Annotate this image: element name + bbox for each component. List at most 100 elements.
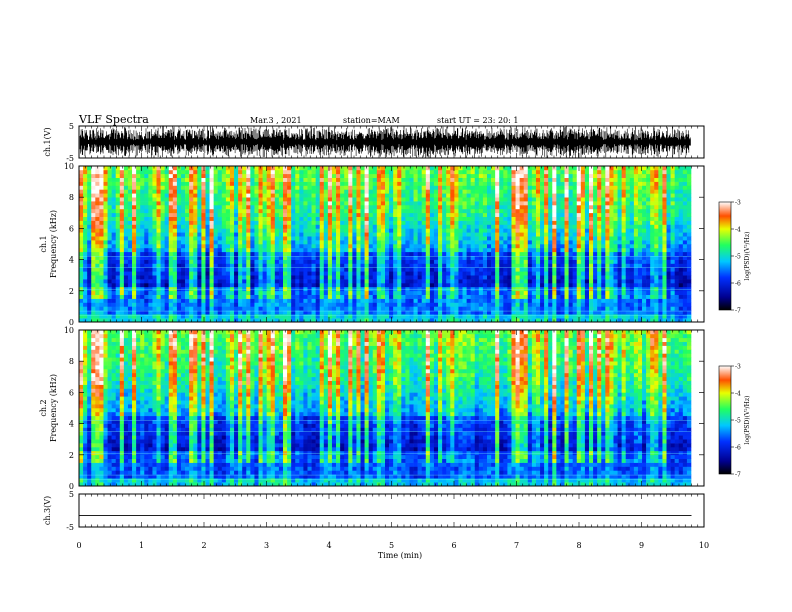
spectrogram-cell (270, 232, 276, 237)
spectrogram-cell (389, 271, 394, 276)
spectrogram-cell (168, 193, 174, 198)
spectrogram-cell (225, 193, 231, 198)
spectrogram-cell (368, 255, 374, 260)
spectrogram-cell (462, 236, 467, 241)
spectrogram-cell (466, 302, 471, 307)
spectrogram-cell (425, 197, 431, 202)
spectrogram-cell (519, 185, 525, 190)
spectrogram-cell (433, 255, 439, 260)
spectrogram-cell (356, 205, 361, 210)
spectrogram-cell (164, 306, 170, 311)
spectrogram-cell (482, 177, 488, 182)
spectrogram-cell (352, 201, 357, 206)
spectrogram-cell (446, 189, 451, 194)
spectrogram-cell (527, 251, 533, 256)
spectrogram-cell (303, 279, 308, 284)
spectrogram-cell (401, 181, 406, 186)
spectrogram-cell (438, 240, 443, 245)
spectrogram-cell (238, 212, 243, 217)
spectrogram-cell (331, 283, 337, 288)
spectrogram-cell (364, 177, 369, 182)
spectrogram-cell (189, 236, 194, 241)
spectrogram-cell (156, 251, 161, 256)
spectrogram-cell (397, 205, 402, 210)
spectrogram-cell (511, 224, 516, 229)
spectrogram-cell (315, 302, 321, 307)
spectrogram-cell (466, 185, 471, 190)
spectrogram-cell (238, 244, 243, 249)
spectrogram-cell (385, 259, 390, 264)
spectrogram-cell (152, 267, 157, 272)
spectrogram-cell (87, 310, 92, 315)
spectrogram-cell (201, 279, 206, 284)
spectrogram-cell (107, 275, 112, 280)
spectrogram-cell (446, 177, 451, 182)
spectrogram-cell (250, 205, 255, 210)
spectrogram-cell (368, 244, 374, 249)
spectrogram-cell (168, 201, 174, 206)
spectrogram-cell (111, 240, 117, 245)
spectrogram-cell (540, 302, 545, 307)
spectrogram-cell (311, 255, 316, 260)
spectrogram-cell (360, 267, 365, 272)
spectrogram-cell (242, 236, 247, 241)
spectrogram-cell (307, 259, 312, 264)
spectrogram-cell (87, 244, 92, 249)
spectrogram-cell (552, 224, 557, 229)
spectrogram-cell (185, 232, 190, 237)
spectrogram-cell (217, 259, 223, 264)
spectrogram-cell (401, 177, 406, 182)
spectrogram-cell (303, 177, 308, 182)
spectrogram-cell (160, 193, 165, 198)
spectrogram-cell (205, 244, 210, 249)
spectrogram-cell (527, 193, 533, 198)
spectrogram-cell (266, 244, 272, 249)
spectrogram-cell (401, 302, 406, 307)
spectrogram-cell (156, 310, 161, 315)
spectrogram-cell (217, 185, 223, 190)
spectrogram-cell (454, 263, 459, 268)
spectrogram-cell (556, 251, 561, 256)
spectrogram-cell (413, 240, 418, 245)
spectrogram-cell (250, 283, 255, 288)
spectrogram-cell (209, 283, 214, 288)
spectrogram-cell (344, 173, 349, 178)
spectrogram-cell (352, 228, 357, 233)
spectrogram-cell (270, 271, 276, 276)
spectrogram-cell (511, 255, 516, 260)
spectrogram-cell (372, 271, 378, 276)
spectrogram-cell (344, 201, 349, 206)
spectrogram-cell (144, 263, 149, 268)
spectrogram-cell (229, 283, 235, 288)
spectrogram-cell (336, 212, 341, 217)
spectrogram-cell (405, 212, 410, 217)
spectrogram-cell (503, 294, 508, 299)
y-tick-label: -5 (66, 154, 74, 163)
spectrogram-cell (380, 228, 386, 233)
spectrogram-cell (380, 259, 386, 264)
spectrogram-cell (319, 228, 325, 233)
spectrogram-cell (221, 306, 227, 311)
spectrogram-cell (176, 302, 182, 307)
spectrogram-cell (91, 271, 96, 276)
spectrogram-cell (303, 240, 308, 245)
spectrogram-cell (319, 193, 325, 198)
spectrogram-cell (140, 166, 145, 171)
spectrogram-cell (140, 201, 145, 206)
spectrogram-cell (136, 181, 141, 186)
spectrogram-cell (507, 216, 512, 221)
spectrogram-cell (246, 205, 251, 210)
spectrogram-cell (287, 318, 292, 323)
spectrogram-cell (474, 263, 480, 268)
spectrogram-cell (552, 283, 557, 288)
spectrogram-cell (283, 228, 288, 233)
spectrogram-cell (442, 201, 447, 206)
spectrogram-cell (250, 263, 255, 268)
spectrogram-cell (91, 267, 96, 272)
spectrogram-cell (315, 189, 321, 194)
spectrogram-cell (442, 216, 447, 221)
spectrogram-cell (385, 224, 390, 229)
spectrogram-cell (336, 216, 341, 221)
spectrogram-cell (91, 259, 96, 264)
spectrogram-cell (487, 263, 492, 268)
